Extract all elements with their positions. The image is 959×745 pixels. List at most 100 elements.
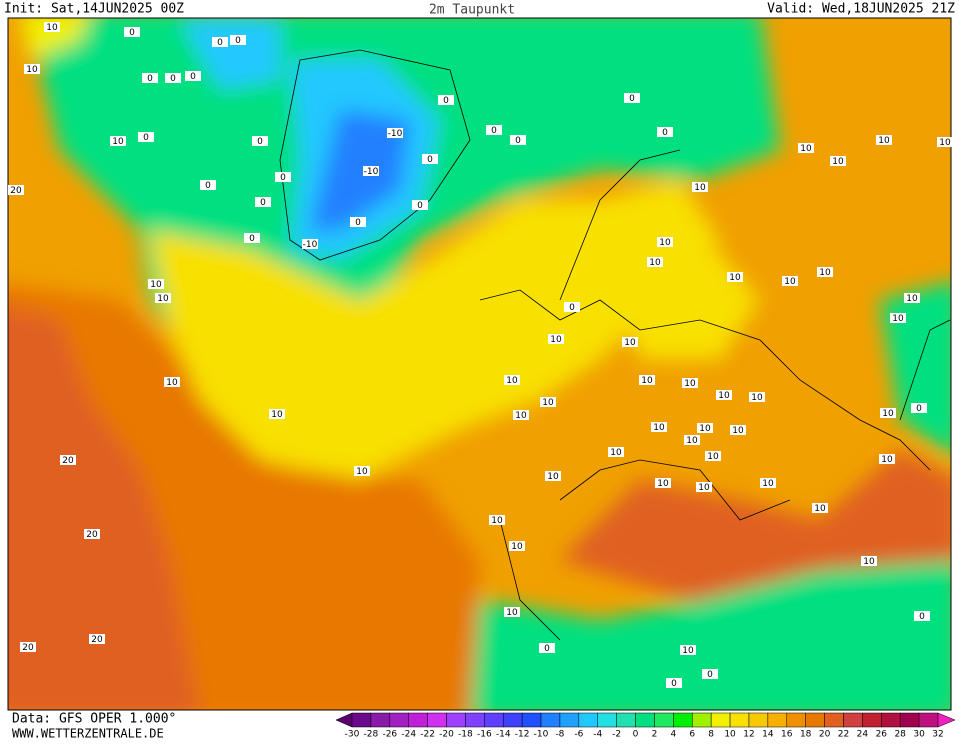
contour-label: 10: [718, 391, 730, 401]
contour-label: 10: [657, 479, 669, 489]
label-box: [8, 185, 24, 195]
colorbar-arrow: [335, 712, 353, 728]
colorbar-label: -6: [574, 730, 583, 740]
contour-label: 10: [751, 393, 763, 403]
label-box: [730, 425, 746, 435]
colorbar-label: -24: [401, 730, 416, 740]
contour-label: 0: [249, 234, 255, 244]
colorbar-label: 8: [708, 730, 714, 740]
colorbar-label: 14: [762, 730, 774, 740]
colorbar-swatch: [881, 712, 901, 728]
colorbar-label: 20: [819, 730, 831, 740]
label-box: [697, 423, 713, 433]
label-box: [142, 73, 158, 83]
label-box: [760, 478, 776, 488]
colorbar-label: -4: [593, 730, 602, 740]
colorbar-swatch: [673, 712, 693, 728]
colorbar-label: 28: [894, 730, 906, 740]
label-box: [164, 377, 180, 387]
colorbar-label: 22: [838, 730, 849, 740]
colorbar-label: -8: [555, 730, 564, 740]
label-box: [696, 482, 712, 492]
colorbar-swatch: [540, 712, 561, 728]
contour-label: 0: [260, 198, 266, 208]
contour-label: -10: [303, 240, 318, 250]
label-box: [60, 455, 76, 465]
contour-label: 20: [86, 530, 98, 540]
contour-label: 10: [610, 448, 622, 458]
label-box: [639, 375, 655, 385]
label-box: [350, 217, 366, 227]
colorbar-swatch: [635, 712, 655, 728]
label-box: [252, 136, 268, 146]
contour-label: 10: [653, 423, 665, 433]
contour-label: 0: [443, 96, 449, 106]
colorbar-swatch: [502, 712, 523, 728]
contour-label: 10: [882, 409, 894, 419]
label-box: [666, 678, 682, 688]
colorbar-label: 10: [724, 730, 736, 740]
colorbar-swatch: [578, 712, 598, 728]
label-box: [504, 375, 520, 385]
label-box: [890, 313, 906, 323]
contour-label: 10: [547, 472, 559, 482]
label-box: [110, 136, 126, 146]
colorbar-swatch: [521, 712, 542, 728]
label-box: [545, 471, 561, 481]
label-box: [539, 643, 555, 653]
contour-label: 10: [939, 138, 951, 148]
label-box: [244, 233, 260, 243]
colorbar-swatch: [692, 712, 712, 728]
contour-label: 10: [550, 335, 562, 345]
contour-label: -10: [364, 167, 379, 177]
contour-label: 10: [150, 280, 162, 290]
colorbar-swatch: [843, 712, 863, 728]
init-time: Init: Sat,14JUN2025 00Z: [4, 2, 184, 17]
label-box: [684, 435, 700, 445]
contour-label: 10: [624, 338, 636, 348]
contour-label: 0: [515, 136, 521, 146]
contour-label: 0: [235, 36, 241, 46]
label-box: [692, 182, 708, 192]
contour-label: 0: [355, 218, 361, 228]
contour-label: 10: [166, 378, 178, 388]
colorbar-swatch: [408, 712, 428, 728]
colorbar-label: -12: [515, 730, 530, 740]
colorbar-swatch: [559, 712, 580, 728]
contour-label: 10: [762, 479, 774, 489]
colorbar-swatch: [465, 712, 485, 728]
colorbar-label: 18: [800, 730, 812, 740]
colorbar-swatch: [446, 712, 466, 728]
colorbar-label: -14: [496, 730, 511, 740]
label-box: [911, 403, 927, 413]
colorbar-swatch: [654, 712, 674, 728]
colorbar-label: -20: [439, 730, 454, 740]
colorbar-swatch: [918, 712, 939, 728]
contour-label: 20: [91, 635, 103, 645]
colorbar-label: 0: [633, 730, 639, 740]
label-box: [155, 293, 171, 303]
map-frame: [7, 17, 952, 711]
label-box: [624, 93, 640, 103]
colorbar-swatch: [786, 712, 806, 728]
label-box: [230, 35, 246, 45]
contour-label: 10: [682, 646, 694, 656]
label-box: [84, 529, 100, 539]
contour-label: 10: [271, 410, 283, 420]
colorbar-swatch: [370, 712, 391, 728]
contour-label: 10: [832, 157, 844, 167]
colorbar-swatch: [616, 712, 636, 728]
colorbar-label: 26: [876, 730, 888, 740]
contour-label: 10: [542, 398, 554, 408]
label-box: [20, 642, 36, 652]
colorbar-swatch: [351, 712, 372, 728]
contour-label: 10: [684, 379, 696, 389]
label-box: [24, 64, 40, 74]
contour-label: 10: [506, 376, 518, 386]
label-box: [716, 390, 732, 400]
contour-label: 10: [515, 411, 527, 421]
contour-label: 10: [157, 294, 169, 304]
contour-label: 0: [629, 94, 635, 104]
label-box: [540, 397, 556, 407]
